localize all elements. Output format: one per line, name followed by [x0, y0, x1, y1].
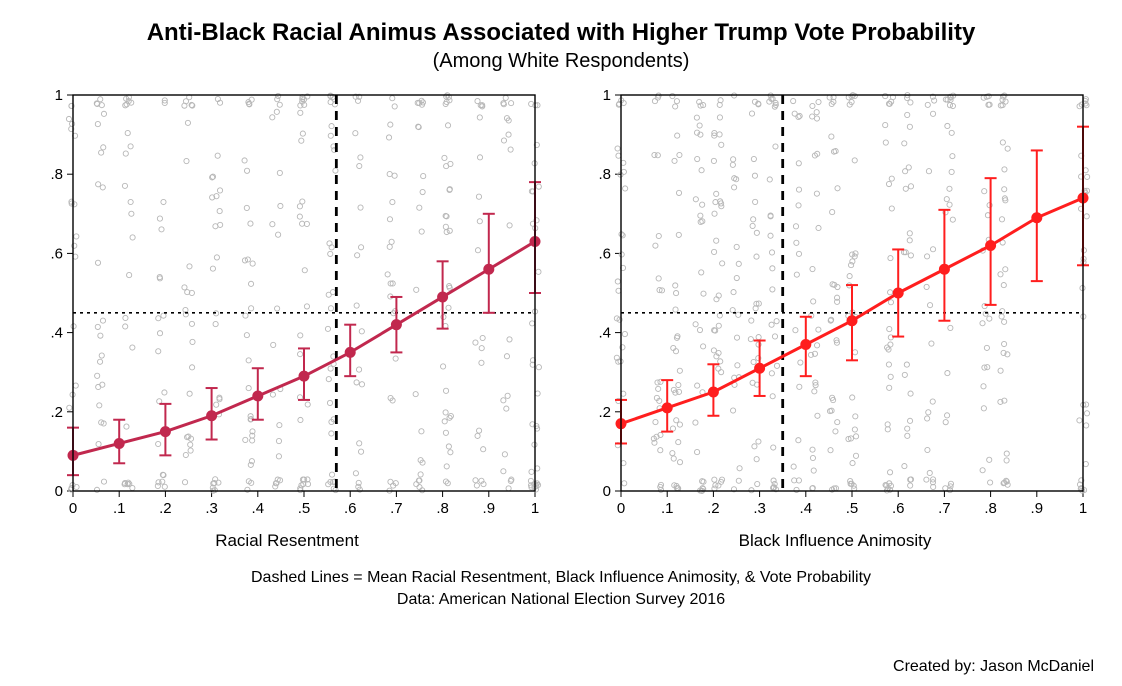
- svg-text:.4: .4: [598, 325, 611, 342]
- svg-text:.8: .8: [984, 500, 997, 517]
- svg-text:.7: .7: [938, 500, 951, 517]
- svg-text:0: 0: [603, 483, 611, 500]
- svg-text:.2: .2: [50, 404, 63, 421]
- svg-text:.4: .4: [252, 500, 265, 517]
- footer-line-2: Data: American National Election Survey …: [28, 589, 1094, 611]
- svg-text:.8: .8: [50, 166, 63, 183]
- footer-line-1: Dashed Lines = Mean Racial Resentment, B…: [28, 567, 1094, 589]
- svg-text:.8: .8: [436, 500, 449, 517]
- xlabel-right: Black Influence Animosity: [575, 531, 1095, 551]
- panel-left: 0 .2 .4 .6 .8 1 0 .1 .2 .3 .4 .5 .6 .7 .8 .9 1 Racial Re…: [27, 85, 547, 551]
- svg-text:.1: .1: [113, 500, 126, 517]
- xlabel-left: Racial Resentment: [27, 531, 547, 551]
- panel-right: 0 .2 .4 .6 .8 1 0 .1 .2 .3 .4 .5 .6 .7 .8 .9 1 Black Inf…: [575, 85, 1095, 551]
- svg-text:.6: .6: [598, 245, 611, 262]
- svg-text:.4: .4: [50, 325, 63, 342]
- svg-text:.3: .3: [205, 500, 218, 517]
- svg-text:.4: .4: [800, 500, 813, 517]
- svg-text:.9: .9: [483, 500, 496, 517]
- svg-text:0: 0: [69, 500, 77, 517]
- svg-text:.6: .6: [892, 500, 905, 517]
- svg-text:1: 1: [531, 500, 539, 517]
- svg-text:.6: .6: [344, 500, 357, 517]
- svg-text:0: 0: [617, 500, 625, 517]
- svg-text:1: 1: [1079, 500, 1087, 517]
- svg-text:.2: .2: [159, 500, 172, 517]
- svg-text:.2: .2: [707, 500, 720, 517]
- chart-left: 0 .2 .4 .6 .8 1 0 .1 .2 .3 .4 .5 .6 .7 .8 .9 1: [27, 85, 547, 525]
- svg-text:.5: .5: [846, 500, 859, 517]
- svg-text:0: 0: [55, 483, 63, 500]
- figure-footer: Dashed Lines = Mean Racial Resentment, B…: [28, 567, 1094, 610]
- svg-text:.3: .3: [753, 500, 766, 517]
- svg-text:.8: .8: [598, 166, 611, 183]
- svg-text:.9: .9: [1031, 500, 1044, 517]
- svg-text:.6: .6: [50, 245, 63, 262]
- svg-text:.7: .7: [390, 500, 403, 517]
- figure-subtitle: (Among White Respondents): [28, 50, 1094, 73]
- credit-line: Created by: Jason McDaniel: [893, 658, 1094, 676]
- panels-row: 0 .2 .4 .6 .8 1 0 .1 .2 .3 .4 .5 .6 .7 .8 .9 1 Racial Re…: [28, 85, 1094, 551]
- svg-text:1: 1: [55, 87, 63, 104]
- figure-title: Anti-Black Racial Animus Associated with…: [28, 18, 1094, 48]
- svg-text:.2: .2: [598, 404, 611, 421]
- figure-container: Anti-Black Racial Animus Associated with…: [0, 0, 1122, 686]
- svg-text:1: 1: [603, 87, 611, 104]
- svg-text:.5: .5: [298, 500, 311, 517]
- svg-text:.1: .1: [661, 500, 674, 517]
- chart-right: 0 .2 .4 .6 .8 1 0 .1 .2 .3 .4 .5 .6 .7 .8 .9 1: [575, 85, 1095, 525]
